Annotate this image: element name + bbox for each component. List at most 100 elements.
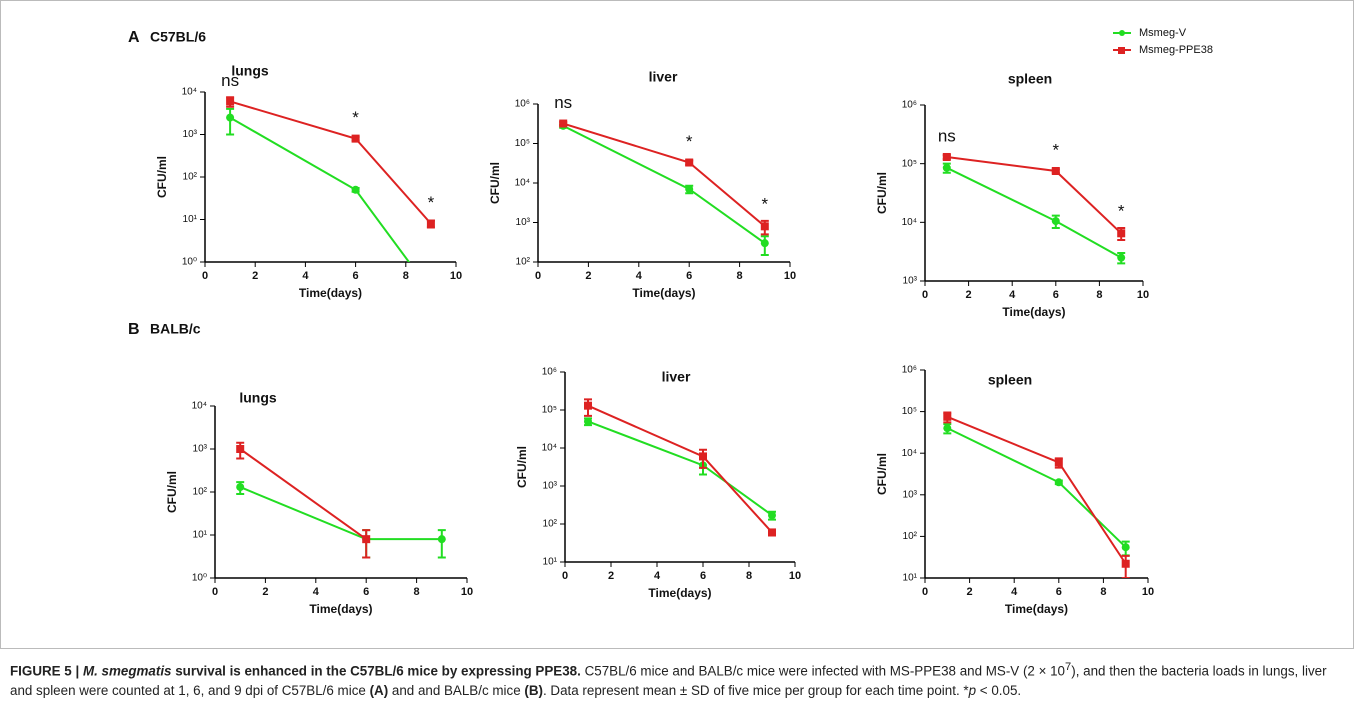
caption-text: survival is enhanced in the C57BL/6 mice… (171, 663, 581, 679)
legend-label: Msmeg-PPE38 (1139, 44, 1213, 56)
significance: ns (554, 93, 572, 112)
chart-title: liver (662, 369, 691, 385)
x-tick-label: 8 (737, 270, 743, 282)
y-tick-label: 10¹ (193, 530, 208, 541)
caption-text: < 0.05. (976, 683, 1022, 699)
marker (760, 222, 769, 231)
marker (760, 239, 769, 248)
y-tick-label: 10² (543, 519, 558, 530)
error-bar (362, 529, 371, 559)
chart-title: lungs (239, 390, 277, 406)
x-tick-label: 10 (789, 570, 801, 582)
x-tick-label: 10 (461, 586, 473, 598)
significance: * (352, 108, 359, 127)
marker (1117, 253, 1126, 262)
series-line (239, 486, 442, 541)
x-tick-label: 8 (1096, 289, 1102, 301)
x-tick-label: 10 (1142, 586, 1154, 598)
series-line (946, 155, 1122, 235)
marker (362, 535, 371, 544)
x-tick-label: 0 (202, 270, 208, 282)
marker (1051, 166, 1060, 175)
plot-area (236, 441, 446, 559)
y-tick-label: 10³ (183, 129, 198, 140)
caption-text: ), and then the bacteria loads in lungs,… (10, 663, 1327, 699)
x-tick-label: 8 (1100, 586, 1106, 598)
marker (584, 401, 592, 410)
y-tick-label: 10⁶ (515, 99, 530, 110)
x-tick-label: 2 (967, 586, 973, 598)
x-tick-label: 0 (535, 270, 541, 282)
marker (226, 113, 235, 122)
chart-title: liver (649, 69, 678, 85)
series-line (946, 166, 1122, 259)
series-line (946, 415, 1127, 565)
y-tick-label: 10⁴ (182, 87, 197, 98)
caption-text: (A) (369, 683, 389, 699)
caption-text: 7 (1065, 661, 1072, 673)
y-tick-label: 10² (516, 257, 531, 268)
series-line (229, 100, 432, 225)
y-tick-label: 10¹ (903, 573, 918, 584)
caption-text: M. smegmatis (82, 663, 172, 679)
x-tick-label: 4 (1011, 586, 1018, 598)
marker (351, 185, 360, 194)
x-tick-label: 6 (686, 270, 692, 282)
y-tick-label: 10⁴ (192, 401, 207, 412)
series-line (562, 122, 766, 228)
y-tick-label: 10⁶ (902, 365, 917, 376)
significance: * (686, 132, 693, 151)
marker (1121, 559, 1130, 568)
significance: * (761, 194, 768, 213)
marker (685, 185, 694, 194)
x-tick-label: 8 (746, 570, 752, 582)
series-line (229, 116, 411, 262)
figure: A C57BL/6 B BALB/c lungs Time(days) CFU/ml… (0, 0, 1354, 649)
legend-marker (1118, 47, 1125, 54)
caption-text: and and BALB/c mice (388, 683, 525, 699)
marker (942, 152, 951, 161)
y-tick-label: 10³ (903, 489, 918, 500)
y-axis-label: CFU/ml (875, 172, 889, 214)
y-tick-label: 10⁴ (902, 217, 917, 228)
panel-letter: A (128, 29, 140, 46)
plot-area (942, 152, 1126, 265)
plot-area (584, 398, 776, 537)
marker (943, 412, 952, 421)
series-line (587, 404, 773, 534)
y-axis-label: CFU/ml (488, 162, 502, 204)
caption-text: FIGURE 5 | (10, 663, 83, 679)
x-tick-label: 4 (313, 586, 320, 598)
x-tick-label: 2 (262, 586, 268, 598)
y-axis-label: CFU/ml (165, 471, 179, 513)
caption-text: C57BL/6 mice and BALB/c mice were infect… (580, 663, 1066, 679)
y-tick-label: 10⁶ (902, 100, 917, 111)
y-tick-label: 10⁵ (542, 405, 557, 416)
y-tick-label: 10⁴ (515, 178, 530, 189)
caption-text: p (968, 683, 977, 699)
x-axis-label: Time(days) (309, 602, 372, 616)
y-tick-label: 10³ (516, 217, 531, 228)
figure-border (0, 0, 1354, 649)
y-tick-label: 10⁵ (902, 158, 917, 169)
marker (1054, 458, 1063, 467)
error-bar (437, 529, 446, 559)
x-tick-label: 6 (353, 270, 359, 282)
x-tick-label: 10 (784, 270, 796, 282)
significance: * (1118, 202, 1125, 221)
series-line (562, 124, 766, 244)
panel-strain: BALB/c (150, 321, 201, 337)
marker (226, 97, 235, 106)
x-tick-label: 6 (1053, 289, 1059, 301)
caption: FIGURE 5 | M. smegmatis survival is enha… (10, 657, 1345, 701)
y-tick-label: 10² (903, 531, 918, 542)
chart-title: spleen (1008, 71, 1052, 87)
x-tick-label: 4 (1009, 289, 1016, 301)
y-tick-label: 10⁶ (542, 367, 557, 378)
legend-marker (1119, 30, 1125, 36)
x-tick-label: 2 (966, 289, 972, 301)
caption-text: . Data represent mean ± SD of five mice … (542, 683, 969, 699)
y-tick-label: 10⁰ (182, 257, 197, 268)
plot-area (559, 119, 769, 257)
